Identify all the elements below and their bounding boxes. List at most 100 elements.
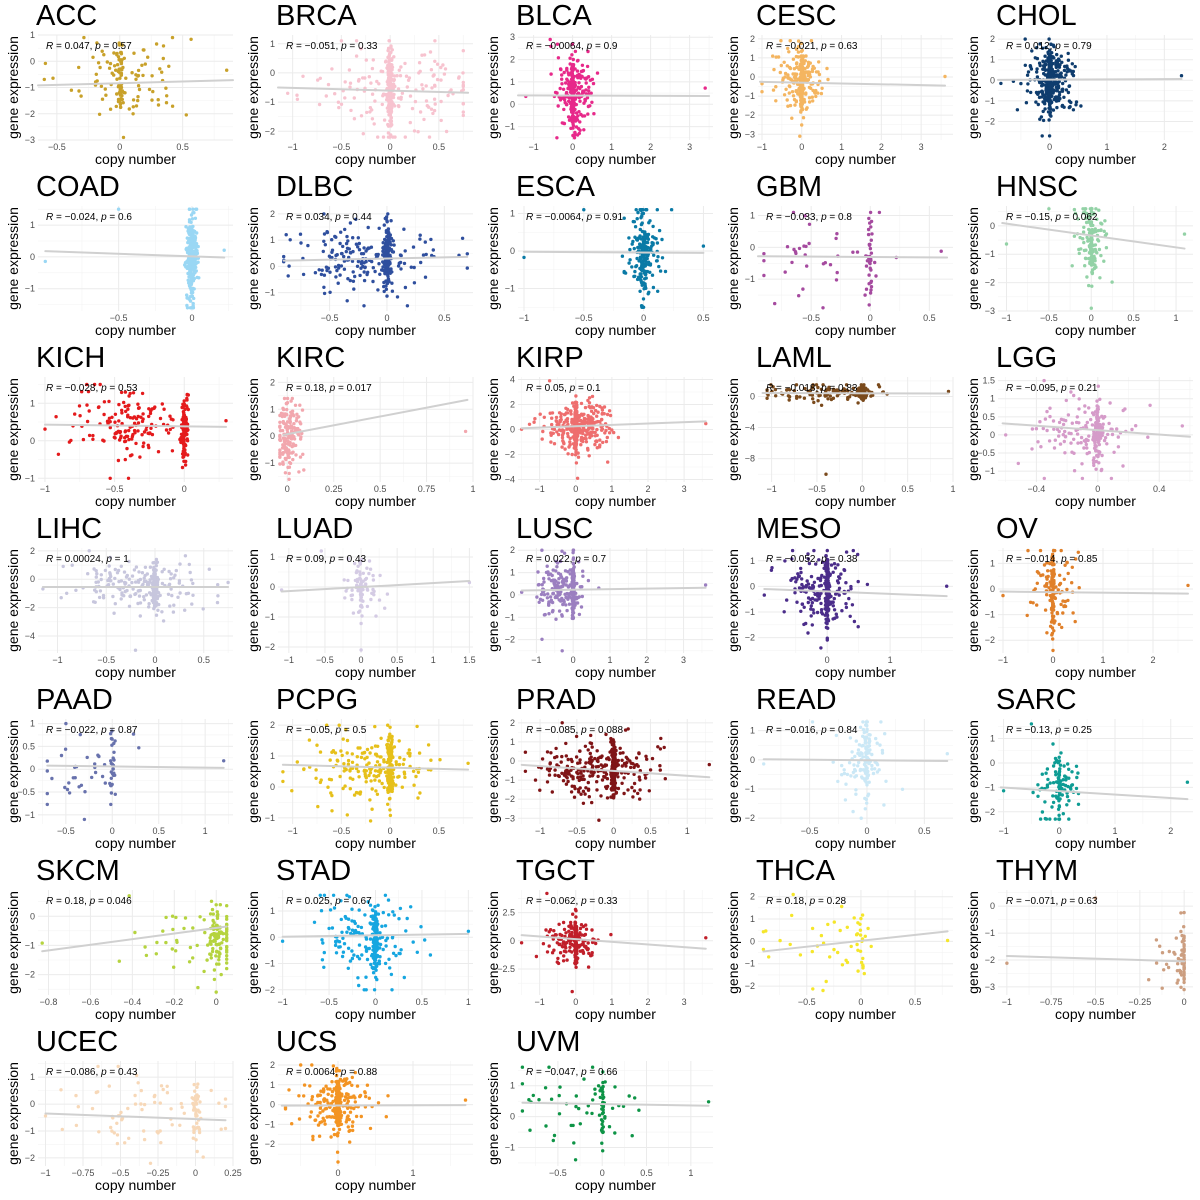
data-point — [864, 264, 869, 268]
data-point — [856, 401, 860, 405]
data-point — [576, 455, 581, 459]
data-point — [423, 275, 428, 279]
data-point — [365, 604, 370, 609]
data-point — [322, 273, 327, 277]
data-point — [1057, 58, 1061, 62]
data-point — [794, 47, 799, 51]
data-point — [869, 258, 873, 263]
data-point — [358, 570, 362, 574]
data-point — [630, 242, 634, 246]
data-point — [382, 289, 386, 294]
data-point — [1048, 406, 1052, 410]
data-point — [782, 93, 787, 97]
data-point — [812, 400, 816, 405]
data-point — [152, 605, 157, 609]
x-tick-label: 0.5 — [438, 313, 451, 323]
data-point — [1079, 104, 1083, 108]
x-tick-label: 3 — [687, 142, 692, 152]
data-point — [382, 280, 386, 285]
y-tick-label: −0.5 — [977, 448, 995, 458]
data-point — [171, 418, 175, 422]
y-axis-label: gene expression — [485, 378, 501, 481]
data-point — [869, 251, 874, 255]
data-point — [377, 598, 382, 602]
y-axis-label: gene expression — [5, 378, 21, 481]
data-point — [358, 273, 362, 278]
data-point — [326, 82, 331, 87]
data-point — [138, 577, 143, 582]
data-point — [432, 73, 436, 77]
data-point — [446, 93, 450, 98]
data-point — [81, 437, 86, 442]
y-tick-label: −8 — [745, 454, 755, 464]
data-point — [322, 232, 327, 236]
x-tick-label: −0.5 — [1040, 313, 1058, 323]
data-point — [357, 241, 361, 246]
data-point — [835, 394, 840, 398]
x-tick-label: 3 — [919, 142, 924, 152]
data-point — [363, 76, 367, 80]
data-point — [1041, 60, 1046, 64]
data-point — [384, 59, 388, 63]
data-point — [760, 90, 764, 94]
data-point — [588, 420, 592, 424]
data-point — [556, 432, 561, 437]
data-point — [359, 621, 363, 626]
x-tick-label: 0 — [573, 484, 578, 494]
data-point — [400, 91, 405, 95]
x-tick-label: 0.5 — [176, 142, 189, 152]
data-point — [607, 409, 612, 413]
data-point — [826, 387, 830, 391]
data-point — [627, 261, 631, 265]
data-point — [298, 403, 302, 407]
data-point — [461, 80, 465, 85]
data-point — [796, 50, 801, 54]
data-point — [357, 248, 362, 252]
data-point — [330, 255, 334, 260]
data-point — [1090, 254, 1094, 258]
chart-title: LUSC — [516, 513, 594, 545]
data-point — [1055, 74, 1059, 78]
data-point — [356, 245, 360, 249]
data-point — [787, 91, 791, 95]
data-point — [589, 409, 594, 413]
data-point — [301, 74, 305, 79]
data-point — [103, 87, 108, 91]
data-point — [289, 399, 293, 403]
data-point — [612, 430, 616, 435]
data-point — [834, 278, 839, 282]
data-point — [418, 69, 422, 74]
data-point — [112, 51, 116, 55]
data-point — [278, 424, 282, 429]
data-point — [147, 602, 151, 606]
points — [762, 210, 943, 310]
data-point — [559, 412, 563, 416]
data-point — [1055, 89, 1059, 93]
data-point — [639, 237, 644, 241]
y-tick-label: 0 — [510, 99, 515, 109]
data-point — [801, 116, 806, 120]
data-point — [1055, 105, 1059, 110]
data-point — [859, 388, 863, 392]
data-point — [190, 229, 194, 233]
chart-title: ESCA — [516, 171, 595, 203]
data-point — [581, 68, 586, 73]
data-point — [1082, 446, 1086, 450]
data-point — [555, 423, 559, 427]
data-point — [1044, 88, 1048, 93]
x-tick-label: −0.5 — [97, 655, 115, 665]
data-point — [1052, 427, 1056, 431]
x-tick-label: −0.5 — [316, 655, 334, 665]
data-point — [361, 599, 365, 603]
data-point — [644, 269, 648, 274]
data-point — [383, 242, 388, 247]
scatter-plot: −1 −0.5 0 0.5 1−8−40R = −0.018, p = 0.83copy… — [725, 377, 956, 509]
data-point — [188, 281, 192, 285]
data-point — [289, 410, 293, 414]
data-point — [317, 102, 322, 107]
data-point — [118, 102, 123, 106]
data-point — [562, 441, 566, 446]
data-point — [579, 84, 584, 89]
data-point — [1026, 70, 1031, 74]
